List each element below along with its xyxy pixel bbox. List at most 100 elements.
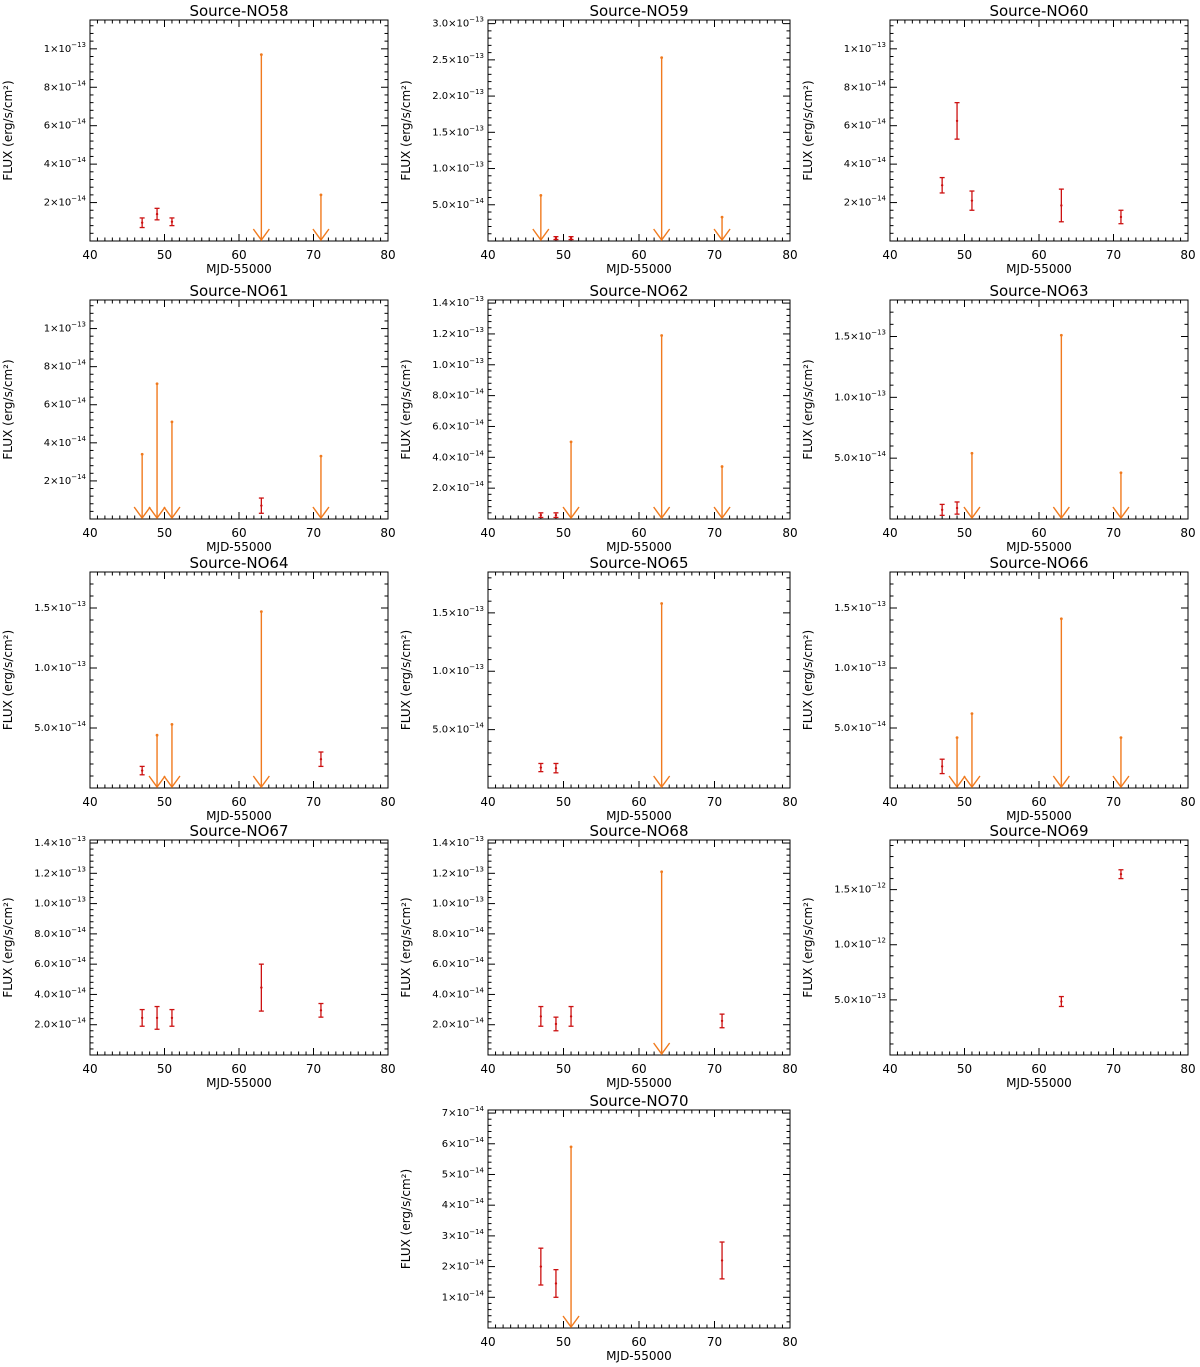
y-tick-label: 4.0×10−14 bbox=[432, 449, 484, 463]
y-tick-label: 1×10−13 bbox=[44, 321, 86, 335]
x-tick-label: 60 bbox=[631, 1335, 646, 1349]
x-tick-label: 60 bbox=[631, 795, 646, 809]
y-tick-label: 4×10−14 bbox=[44, 435, 87, 449]
y-tick-label: 1×10−13 bbox=[844, 41, 886, 55]
light-curve-panel: 40 50 60 70 80 2.0×10−14 4.0×10−14 6.0×10−14 8.0… bbox=[1, 822, 396, 1090]
upper-limit-arrow bbox=[1112, 736, 1130, 789]
x-tick-label: 40 bbox=[480, 526, 495, 540]
light-curve-panel: 40 50 60 70 80 5.0×10−14 1.0×10−13 1.5×10−13 Sou… bbox=[399, 554, 798, 823]
detection-point bbox=[154, 1005, 160, 1030]
light-curve-panel: 40 50 60 70 80 2×10−14 4×10−14 6×10−14 8×10−14 1×… bbox=[1, 2, 396, 276]
x-axis-label: MJD-55000 bbox=[206, 262, 272, 276]
upper-limit-arrow bbox=[562, 1145, 580, 1329]
y-tick-label: 1.2×10−13 bbox=[34, 865, 86, 879]
x-axis-label: MJD-55000 bbox=[206, 540, 272, 554]
y-tick-label: 8×10−14 bbox=[44, 79, 87, 93]
y-tick-label: 8.0×10−14 bbox=[432, 926, 484, 940]
y-axis-label: FLUX (erg/s/cm²) bbox=[1, 359, 15, 459]
y-tick-label: 1.5×10−13 bbox=[834, 600, 886, 614]
detection-point bbox=[538, 1005, 544, 1027]
x-tick-label: 40 bbox=[82, 1062, 97, 1076]
panel-title: Source-NO60 bbox=[989, 2, 1088, 20]
plot-frame bbox=[487, 839, 791, 1056]
panel-title: Source-NO58 bbox=[189, 2, 288, 20]
x-axis-label: MJD-55000 bbox=[1006, 809, 1072, 823]
light-curve-panel: 40 50 60 70 80 2×10−14 4×10−14 6×10−14 8×10−14 1×… bbox=[801, 2, 1196, 276]
detection-point bbox=[139, 217, 145, 229]
y-axis-label: FLUX (erg/s/cm²) bbox=[399, 80, 413, 180]
x-tick-label: 50 bbox=[157, 526, 172, 540]
plot-frame bbox=[89, 571, 389, 789]
y-tick-label: 1.0×10−13 bbox=[34, 896, 86, 910]
detection-point bbox=[318, 1002, 324, 1018]
x-tick-label: 80 bbox=[1180, 795, 1195, 809]
upper-limit-arrow bbox=[963, 451, 981, 520]
y-tick-label: 5.0×10−14 bbox=[432, 197, 484, 211]
x-tick-label: 70 bbox=[306, 795, 321, 809]
panel-title: Source-NO65 bbox=[589, 554, 688, 572]
x-tick-label: 80 bbox=[1180, 1062, 1195, 1076]
y-axis-label: FLUX (erg/s/cm²) bbox=[399, 1169, 413, 1269]
detection-point bbox=[719, 1013, 725, 1029]
y-tick-label: 4.0×10−14 bbox=[34, 986, 86, 1000]
x-tick-label: 60 bbox=[1031, 1062, 1046, 1076]
y-tick-label: 1.5×10−13 bbox=[432, 605, 484, 619]
x-tick-label: 50 bbox=[556, 248, 571, 262]
x-axis-label: MJD-55000 bbox=[1006, 540, 1072, 554]
upper-limit-arrow bbox=[312, 193, 330, 242]
detection-point bbox=[169, 1008, 175, 1027]
y-tick-label: 6.0×10−14 bbox=[432, 956, 484, 970]
y-tick-label: 1.5×10−13 bbox=[834, 329, 886, 343]
x-tick-label: 80 bbox=[380, 248, 395, 262]
panel-title: Source-NO61 bbox=[189, 282, 288, 300]
x-tick-label: 50 bbox=[957, 526, 972, 540]
x-tick-label: 80 bbox=[782, 1062, 797, 1076]
y-tick-label: 1.5×10−13 bbox=[432, 124, 484, 138]
x-tick-label: 70 bbox=[306, 526, 321, 540]
y-tick-label: 1.0×10−12 bbox=[834, 937, 886, 951]
x-tick-label: 40 bbox=[82, 526, 97, 540]
y-tick-label: 4×10−14 bbox=[442, 1197, 485, 1211]
upper-limit-arrow bbox=[252, 53, 270, 242]
detection-point bbox=[1118, 869, 1124, 880]
light-curve-panel: 40 50 60 70 80 5.0×10−13 1.0×10−12 1.5×10−12 Sou… bbox=[801, 822, 1196, 1090]
x-tick-label: 50 bbox=[157, 795, 172, 809]
x-axis-label: MJD-55000 bbox=[206, 1076, 272, 1090]
panel-title: Source-NO66 bbox=[989, 554, 1088, 572]
y-tick-label: 5.0×10−14 bbox=[834, 720, 886, 734]
plot-frame bbox=[487, 19, 791, 242]
panel-title: Source-NO69 bbox=[989, 822, 1088, 840]
x-tick-label: 50 bbox=[556, 795, 571, 809]
y-tick-label: 8×10−14 bbox=[44, 359, 87, 373]
x-tick-label: 50 bbox=[957, 1062, 972, 1076]
detection-point bbox=[553, 512, 559, 519]
y-tick-label: 5.0×10−13 bbox=[834, 992, 886, 1006]
light-curve-panel: 40 50 60 70 80 5.0×10−14 1.0×10−13 1.5×10−13 2.0… bbox=[399, 2, 798, 276]
detection-point bbox=[954, 101, 960, 140]
x-tick-label: 70 bbox=[707, 1335, 722, 1349]
light-curve-panel: 40 50 60 70 80 1×10−14 2×10−14 3×10−14 4×10−14 5×… bbox=[399, 1092, 798, 1363]
x-tick-label: 60 bbox=[231, 1062, 246, 1076]
y-tick-label: 7×10−14 bbox=[442, 1105, 485, 1119]
plot-frame bbox=[487, 571, 791, 789]
y-axis-label: FLUX (erg/s/cm²) bbox=[399, 630, 413, 730]
y-tick-label: 1.5×10−12 bbox=[834, 882, 886, 896]
panel-title: Source-NO59 bbox=[589, 2, 688, 20]
upper-limit-arrow bbox=[653, 56, 671, 242]
y-tick-label: 4×10−14 bbox=[844, 156, 887, 170]
detection-point bbox=[553, 236, 559, 241]
x-tick-label: 40 bbox=[480, 1062, 495, 1076]
detection-point bbox=[258, 963, 264, 1012]
upper-limit-arrow bbox=[163, 420, 181, 520]
x-tick-label: 50 bbox=[957, 248, 972, 262]
y-tick-label: 3×10−14 bbox=[442, 1228, 485, 1242]
detection-point bbox=[553, 1016, 559, 1032]
y-tick-label: 1×10−13 bbox=[44, 41, 86, 55]
y-tick-label: 2×10−14 bbox=[442, 1259, 485, 1273]
detection-point bbox=[954, 501, 960, 515]
detection-point bbox=[538, 1247, 544, 1286]
y-axis-label: FLUX (erg/s/cm²) bbox=[801, 897, 815, 997]
upper-limit-arrow bbox=[963, 712, 981, 789]
detection-point bbox=[538, 512, 544, 519]
